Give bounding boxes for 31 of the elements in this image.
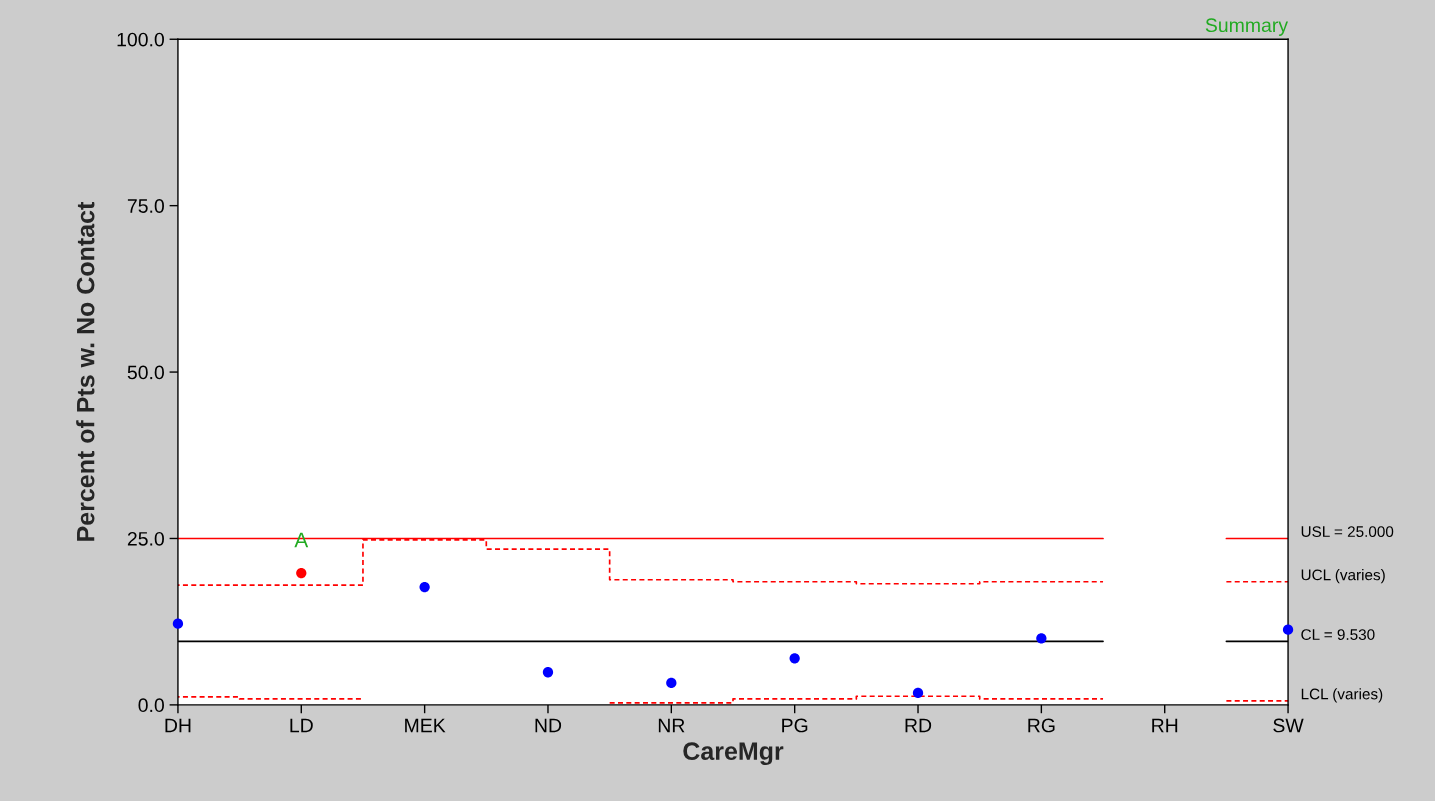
point	[789, 653, 800, 664]
x-tick-label: RH	[1152, 718, 1178, 733]
x-tick-label: NR	[658, 718, 685, 733]
series-label: LCL (varies)	[1301, 688, 1383, 703]
point	[912, 687, 924, 699]
x-tick-label: DH	[165, 718, 191, 733]
y-tick-label: 0.0	[138, 698, 164, 713]
x-axis-title: CareMgr	[683, 742, 784, 766]
y-axis-title: Percent of Pts w. No Contact	[76, 201, 95, 541]
y-tick-label: 25.0	[127, 531, 164, 546]
x-tick-label: PG	[782, 718, 808, 733]
x-tick-label: RG	[1028, 718, 1055, 733]
series-label: CL = 9.530	[1301, 629, 1375, 640]
y-tick-label: 50.0	[127, 365, 164, 380]
point	[542, 667, 554, 678]
point	[296, 567, 307, 579]
series-label: UCL (varies)	[1301, 569, 1385, 584]
x-tick-label: ND	[535, 718, 562, 733]
x-tick-label: MEK	[405, 718, 446, 733]
y-tick-label: 75.0	[127, 199, 164, 213]
series-label: USL = 25.000	[1301, 526, 1394, 538]
x-tick-label: LD	[290, 718, 313, 733]
x-tick-label: RD	[905, 718, 932, 733]
point	[419, 581, 430, 593]
x-tick-label: SW	[1273, 718, 1304, 733]
y-tick-label: 100.0	[117, 32, 164, 47]
text: Summary	[1205, 18, 1289, 36]
point	[172, 618, 184, 629]
point	[1282, 624, 1294, 635]
point	[666, 677, 677, 689]
point	[1036, 633, 1047, 644]
